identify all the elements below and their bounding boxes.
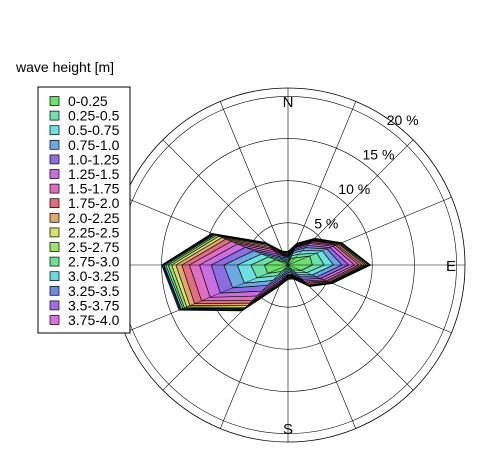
legend-swatch (49, 315, 60, 325)
band-spoke (287, 243, 298, 266)
radial-tick-20: 20 % (387, 112, 419, 128)
direction-label-north: N (283, 94, 294, 111)
grid-spoke (287, 264, 357, 429)
legend-swatch (49, 242, 60, 252)
legend-swatch (49, 285, 60, 296)
legend-label: 1.25-1.5 (68, 166, 120, 182)
legend-label: 0.25-0.5 (68, 108, 120, 124)
radial-tick-10: 10 % (338, 181, 370, 197)
band-spoke (287, 264, 310, 287)
band-spoke (279, 264, 289, 287)
legend-swatch (49, 125, 60, 136)
legend-label: 0.5-0.75 (68, 122, 120, 138)
radial-tick-labels: 5 % 10 % 15 % 20 % (314, 112, 418, 232)
legend-label: 2.0-2.25 (68, 210, 120, 226)
grid-spoke (219, 101, 289, 266)
band-spoke (241, 264, 289, 312)
legend-swatch (49, 96, 60, 106)
grid-spoke (219, 264, 289, 429)
band-spoke (287, 264, 295, 280)
band-spoke (287, 242, 342, 266)
legend-swatch (49, 256, 60, 267)
legend-swatch (49, 169, 60, 179)
legend-label: 1.5-1.75 (68, 181, 120, 197)
legend-label: 3.25-3.5 (68, 283, 120, 299)
legend-swatch (49, 227, 60, 238)
legend-label: 0.75-1.0 (68, 137, 120, 153)
legend-label: 3.5-3.75 (68, 297, 120, 313)
radial-tick-5: 5 % (314, 216, 338, 232)
legend-label: 2.5-2.75 (68, 239, 120, 255)
legend-swatch (49, 110, 60, 121)
legend-title: wave height [m] (15, 59, 114, 75)
legend-entries: 0-0.250.25-0.50.5-0.750.75-1.01.0-1.251.… (49, 93, 120, 328)
legend-label: 3.75-4.0 (68, 312, 120, 328)
band-spoke (211, 233, 289, 266)
legend-label: 2.75-3.0 (68, 254, 120, 270)
legend-label: 2.25-2.5 (68, 224, 120, 240)
legend-swatch (49, 212, 60, 223)
legend-label: 3.0-3.25 (68, 268, 120, 284)
band-spoke (178, 264, 289, 311)
legend-label: 0-0.25 (68, 93, 108, 109)
band-spoke (287, 238, 315, 266)
grid-spoke (287, 101, 357, 266)
direction-label-east: E (446, 258, 456, 275)
legend-label: 1.0-1.25 (68, 151, 120, 167)
band-spoke (287, 264, 333, 284)
legend-swatch (49, 183, 60, 194)
radial-tick-15: 15 % (363, 146, 395, 162)
legend-swatch (49, 154, 60, 165)
legend-swatch (49, 139, 60, 150)
band-spoke (265, 242, 289, 266)
legend-label: 1.75-2.0 (68, 195, 120, 211)
frequency-bands (161, 233, 372, 312)
legend-swatch (49, 271, 60, 282)
legend-swatch (49, 198, 60, 209)
direction-label-south: S (283, 421, 293, 438)
band-spoke (281, 250, 289, 266)
legend-swatch (49, 300, 60, 311)
